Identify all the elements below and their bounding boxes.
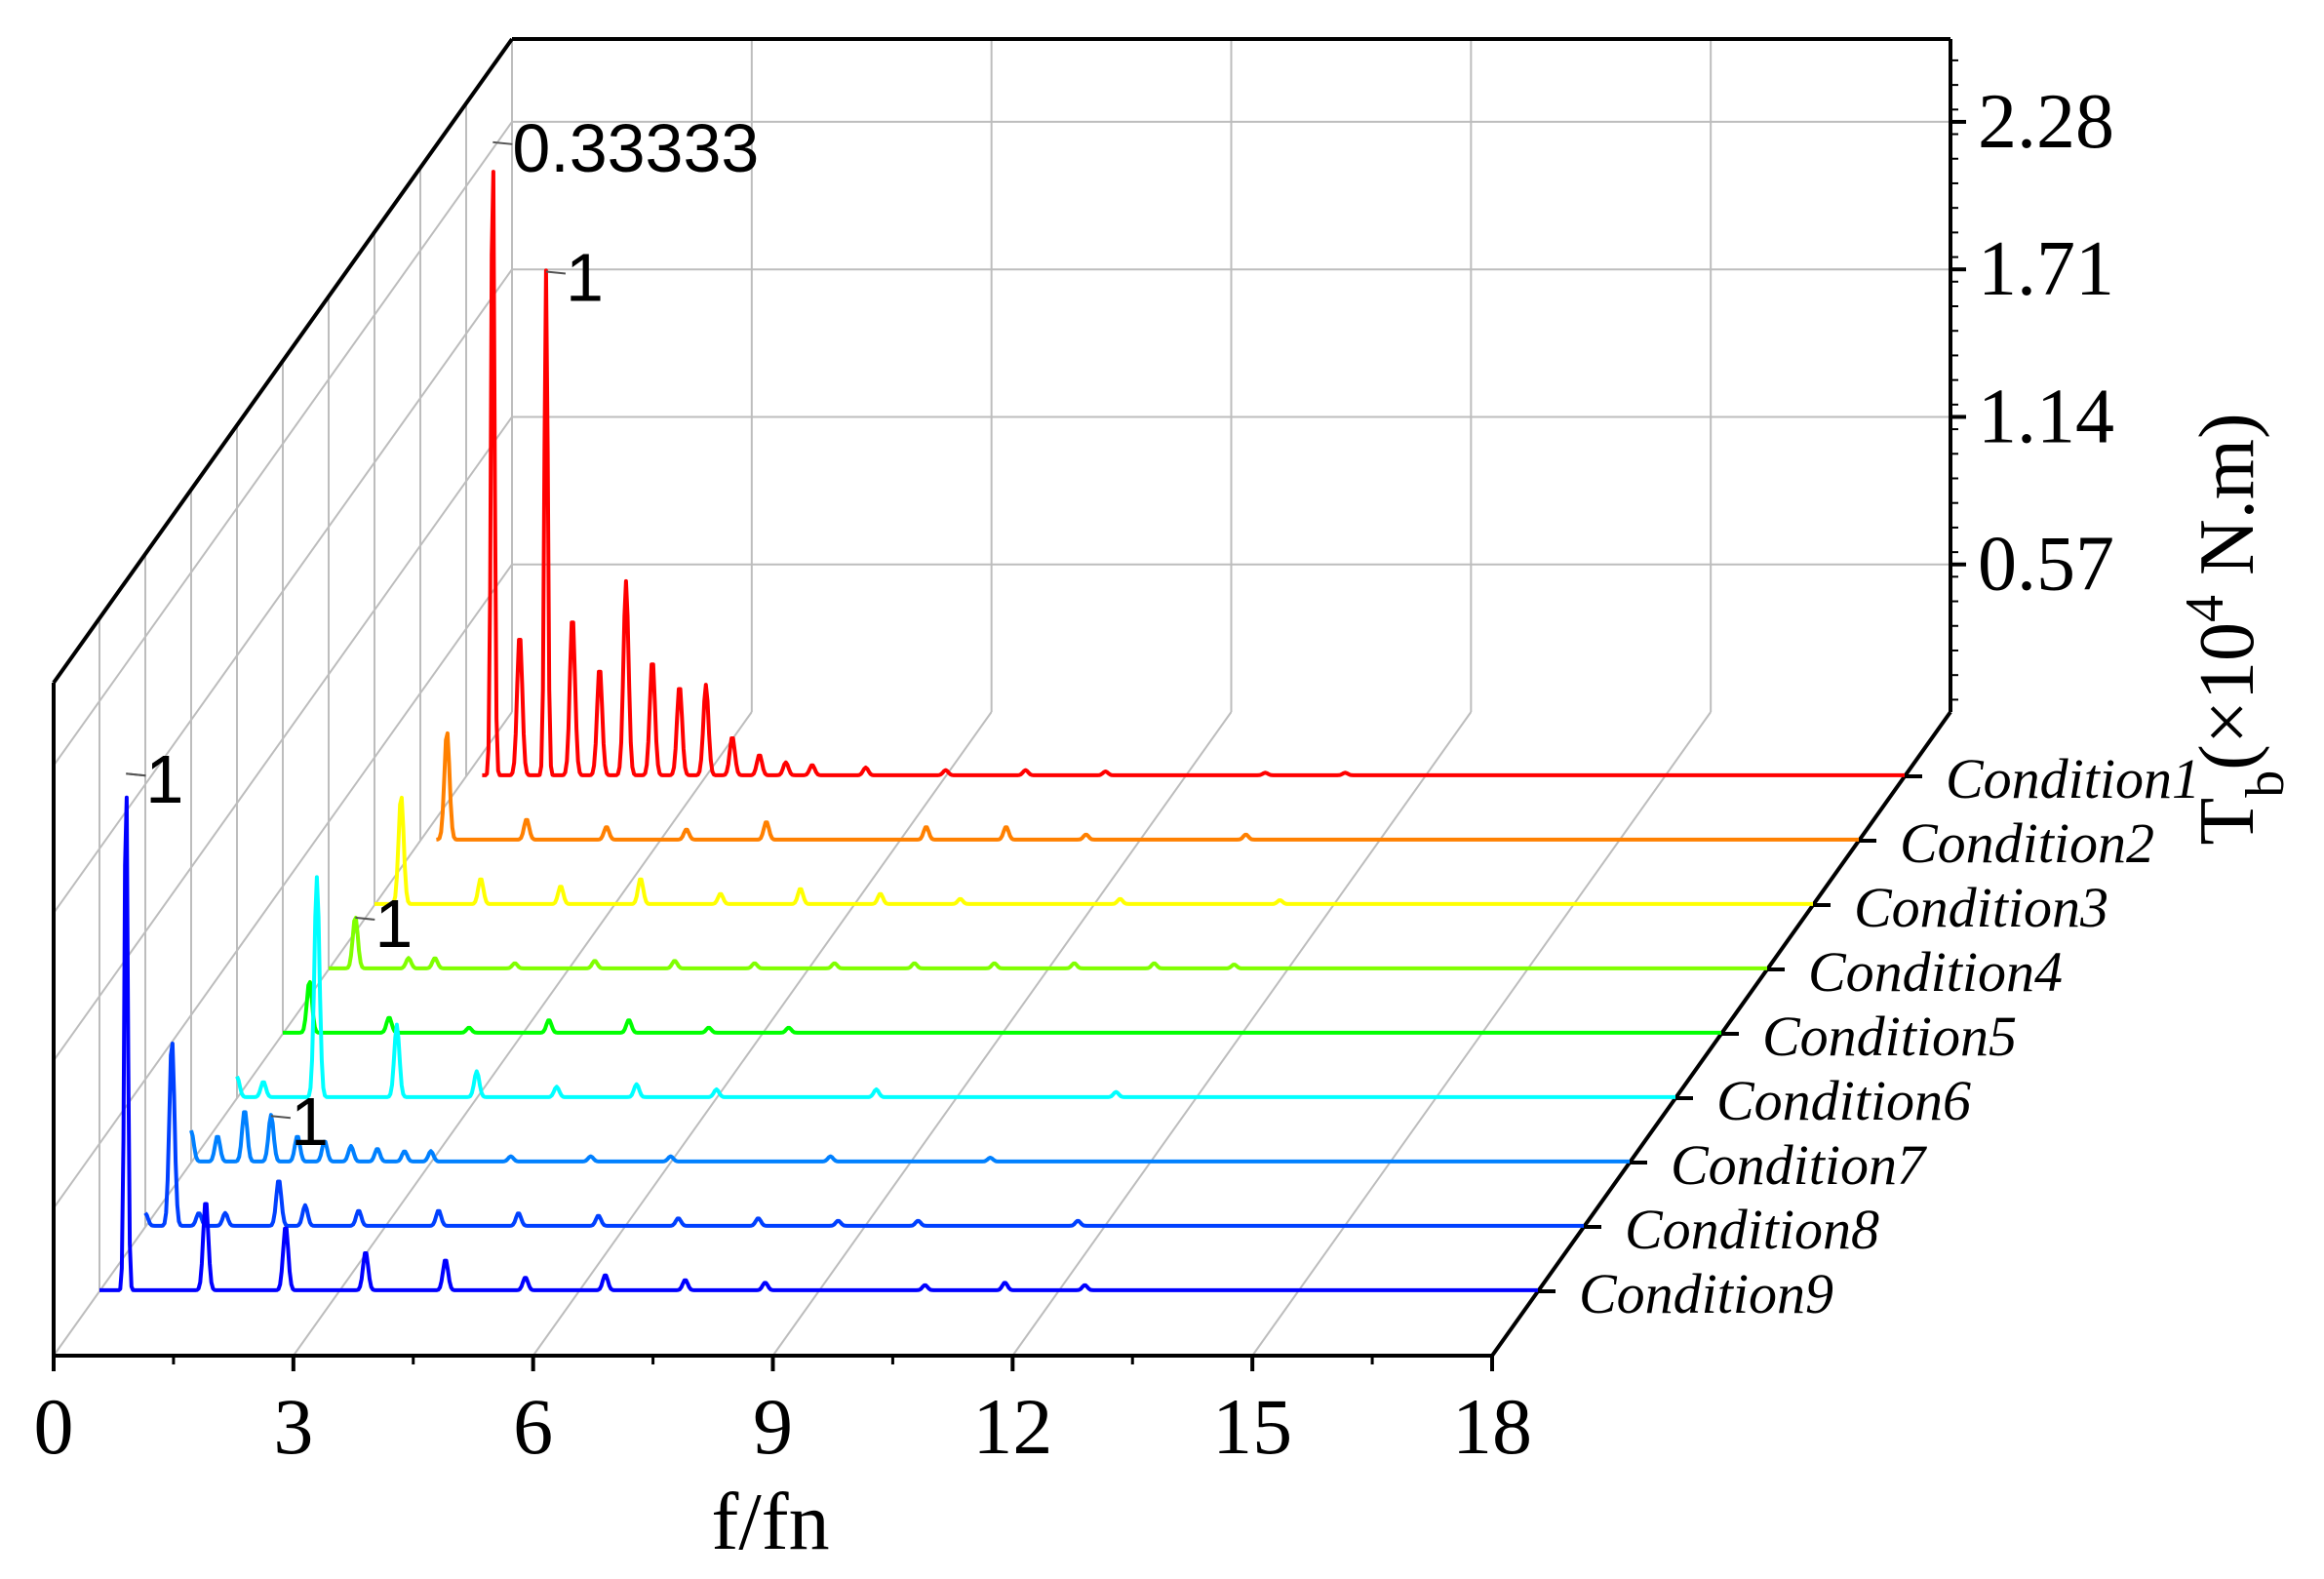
condition-label: Condition3: [1854, 876, 2108, 939]
grid-layer: [53, 39, 1951, 1357]
x-tick-label: 9: [753, 1382, 793, 1471]
x-tick-label: 12: [972, 1382, 1052, 1471]
annotation-leader: [126, 772, 146, 777]
condition-label: Condition4: [1808, 940, 2063, 1004]
peak-annotation: 0.33333: [512, 110, 759, 186]
series-line: [374, 795, 1814, 906]
series-layer: [98, 170, 1906, 1292]
y-axis-title: Tb(×104 N.m): [2175, 413, 2296, 845]
condition-label: Condition1: [1946, 747, 2200, 810]
series-line: [143, 1042, 1585, 1228]
peak-annotation: 1: [145, 741, 183, 817]
condition-label: Condition7: [1671, 1133, 1927, 1197]
series-line: [436, 730, 1860, 842]
annotation-leader: [355, 916, 375, 921]
annotation-leader: [492, 140, 513, 145]
label-layer: 0 3 6 9 12 15 180.571.141.712.28Condition1Cond…: [34, 79, 2201, 1471]
peak-annotation: 1: [291, 1084, 329, 1160]
x-tick-label: 15: [1212, 1382, 1292, 1471]
z-tick-label: 1.71: [1978, 226, 2114, 312]
peak-annotation: 1: [374, 886, 413, 962]
x-tick-label: 0: [34, 1382, 74, 1471]
annotation-leader: [270, 1115, 292, 1120]
condition-label: Condition5: [1762, 1005, 2017, 1068]
z-tick-label: 2.28: [1978, 79, 2114, 165]
annotation-leader: [545, 270, 567, 275]
condition-label: Condition6: [1716, 1069, 1971, 1132]
x-tick-label: 18: [1452, 1382, 1532, 1471]
series-line: [282, 980, 1722, 1035]
condition-label: Condition9: [1579, 1262, 1833, 1325]
condition-label: Condition2: [1900, 811, 2154, 875]
series-line: [189, 1110, 1631, 1164]
series-line: [235, 875, 1676, 1099]
x-tick-label: 3: [273, 1382, 313, 1471]
series-line: [328, 916, 1768, 970]
z-tick-label: 1.14: [1978, 374, 2114, 459]
series-line: [482, 170, 1906, 777]
z-tick-label: 0.57: [1978, 522, 2114, 608]
x-tick-label: 6: [513, 1382, 553, 1471]
x-axis-title: f/fn: [711, 1477, 829, 1567]
peak-annotation: 1: [566, 240, 604, 316]
peak-annotation: 1: [145, 741, 183, 817]
condition-label: Condition8: [1625, 1198, 1879, 1261]
left-top-edge: [52, 37, 514, 685]
series-line: [98, 795, 1539, 1292]
